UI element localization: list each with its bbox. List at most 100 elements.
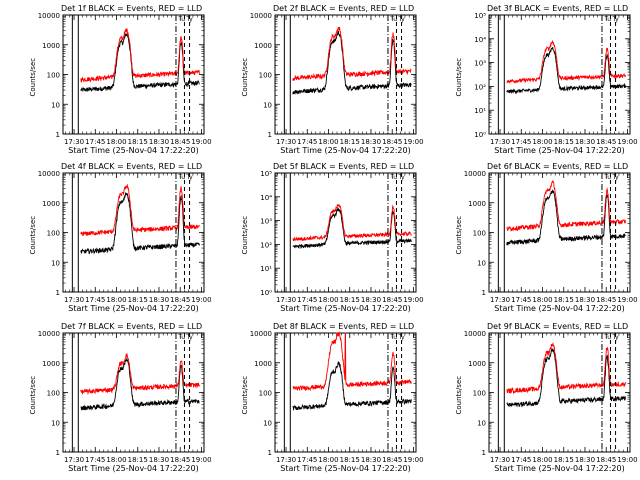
y-tick-label: 100	[473, 390, 486, 398]
x-tick-label: 18:30	[575, 138, 595, 146]
marker-label: Ty	[397, 334, 405, 341]
marker-label: Ty	[185, 334, 193, 341]
y-tick-label: 100	[47, 72, 60, 80]
y-tick-label: 10000	[250, 330, 272, 338]
x-tick-label: 17:30	[276, 456, 296, 464]
y-tick-label: 1000	[468, 360, 486, 368]
x-tick-label: 17:45	[85, 456, 105, 464]
x-tick-label: 18:30	[361, 296, 381, 304]
x-tick-label: 18:00	[532, 456, 552, 464]
y-tick-label: 10³	[260, 218, 272, 226]
x-tick-label: 18:30	[575, 456, 595, 464]
marker-label: Ty	[611, 174, 619, 181]
x-tick-label: 18:45	[170, 296, 190, 304]
x-tick-label: 18:30	[149, 138, 169, 146]
x-tick-label: 18:45	[382, 456, 402, 464]
x-tick-label: 17:45	[511, 138, 531, 146]
x-tick-label: 18:15	[554, 456, 574, 464]
x-tick-label: 18:00	[106, 456, 126, 464]
x-axis-label: Start Time (25-Nov-04 17:22:20)	[68, 304, 198, 313]
x-tick-label: 17:45	[85, 296, 105, 304]
series-line-events	[506, 348, 626, 408]
y-tick-label: 10¹	[260, 265, 272, 273]
x-tick-label: 17:30	[276, 296, 296, 304]
marker-label: Ty	[397, 174, 405, 181]
x-tick-label: 19:00	[191, 456, 211, 464]
marker-label: Tu	[389, 334, 397, 341]
marker-label: Tu	[389, 174, 397, 181]
y-axis-label: Counts/sec	[241, 216, 249, 255]
y-tick-label: 10³	[474, 60, 486, 68]
x-tick-label: 17:30	[276, 138, 296, 146]
series-line-lld	[292, 203, 412, 242]
x-tick-label: 17:30	[490, 138, 510, 146]
x-tick-label: 18:00	[318, 296, 338, 304]
panel-title: Det 7f BLACK = Events, RED = LLD	[61, 322, 202, 331]
series-line-lld	[292, 26, 412, 82]
series-line-events	[506, 189, 626, 246]
y-tick-label: 1	[56, 449, 60, 457]
y-axis-label: Counts/sec	[455, 376, 463, 415]
y-tick-label: 10000	[38, 12, 60, 20]
marker-label: Ty	[185, 174, 193, 181]
x-tick-label: 17:45	[297, 138, 317, 146]
x-tick-label: 18:45	[382, 138, 402, 146]
x-axis-label: Start Time (25-Nov-04 17:22:20)	[280, 464, 410, 473]
y-tick-label: 10	[263, 101, 272, 109]
y-tick-label: 10⁵	[474, 12, 486, 20]
series-line-events	[506, 47, 626, 95]
x-tick-label: 18:30	[149, 296, 169, 304]
x-tick-label: 19:00	[191, 296, 211, 304]
detector-panel-2: Det 2f BLACK = Events, RED = LLD Counts/s…	[241, 4, 424, 155]
series-line-lld	[80, 353, 200, 396]
x-axis-label: Start Time (25-Nov-04 17:22:20)	[494, 304, 624, 313]
marker-label: Tu	[603, 334, 611, 341]
y-tick-label: 10	[477, 419, 486, 427]
detector-panel-6: Det 6f BLACK = Events, RED = LLD Counts/s…	[455, 162, 638, 313]
detector-panel-8: Det 8f BLACK = Events, RED = LLD Counts/s…	[241, 322, 424, 473]
marker-label: Ty	[185, 16, 193, 23]
y-tick-label: 10	[477, 259, 486, 267]
marker-label: Ty	[397, 16, 405, 23]
x-tick-label: 18:45	[382, 296, 402, 304]
y-tick-label: 10⁰	[474, 131, 486, 139]
x-axis-label: Start Time (25-Nov-04 17:22:20)	[494, 146, 624, 155]
y-tick-label: 10⁵	[260, 170, 272, 178]
series-line-lld	[80, 28, 200, 83]
y-tick-label: 1	[482, 289, 486, 297]
x-tick-label: 17:45	[297, 296, 317, 304]
x-tick-label: 19:00	[403, 456, 423, 464]
x-tick-label: 19:00	[191, 138, 211, 146]
y-tick-label: 100	[259, 390, 272, 398]
y-axis-label: Counts/sec	[241, 58, 249, 97]
x-axis-label: Start Time (25-Nov-04 17:22:20)	[68, 146, 198, 155]
x-tick-label: 18:15	[340, 138, 360, 146]
x-tick-label: 18:00	[106, 138, 126, 146]
x-tick-label: 18:00	[106, 296, 126, 304]
panel-title: Det 2f BLACK = Events, RED = LLD	[273, 4, 414, 13]
y-tick-label: 1000	[42, 360, 60, 368]
y-tick-label: 100	[259, 72, 272, 80]
marker-label: Tu	[603, 174, 611, 181]
panel-title: Det 5f BLACK = Events, RED = LLD	[273, 162, 414, 171]
x-tick-label: 17:45	[511, 456, 531, 464]
y-tick-label: 10000	[250, 12, 272, 20]
y-tick-label: 10²	[260, 241, 272, 249]
y-axis-label: Counts/sec	[29, 216, 37, 255]
x-tick-label: 18:45	[170, 138, 190, 146]
y-tick-label: 10	[51, 101, 60, 109]
x-axis-label: Start Time (25-Nov-04 17:22:20)	[280, 146, 410, 155]
marker-label: Ty	[611, 334, 619, 341]
detector-panel-3: Det 3f BLACK = Events, RED = LLD Counts/s…	[455, 4, 638, 155]
marker-label: Tu	[177, 16, 185, 23]
y-tick-label: 10⁴	[474, 36, 486, 44]
x-tick-label: 18:45	[596, 456, 616, 464]
series-line-lld	[506, 179, 626, 232]
y-tick-label: 100	[47, 230, 60, 238]
x-tick-label: 18:15	[128, 456, 148, 464]
y-tick-label: 1	[268, 449, 272, 457]
y-tick-label: 10000	[464, 330, 486, 338]
x-tick-label: 18:15	[340, 296, 360, 304]
y-tick-label: 10	[51, 419, 60, 427]
